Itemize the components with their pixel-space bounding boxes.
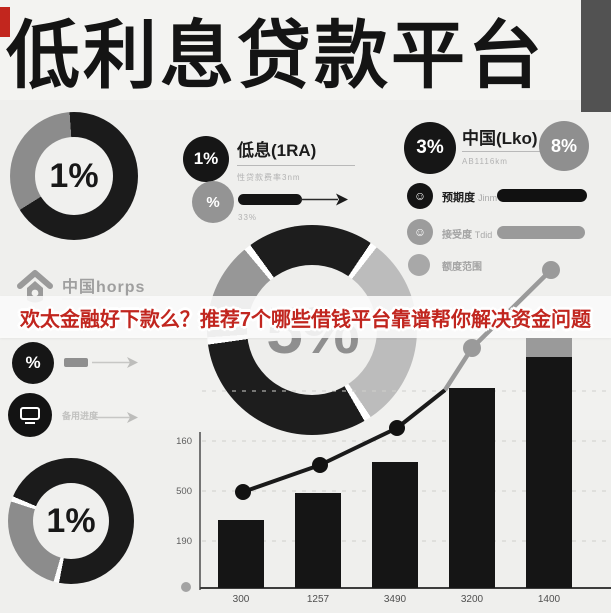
arrow-right-icon xyxy=(92,412,138,423)
short-bar xyxy=(64,358,88,367)
divider-line xyxy=(237,165,355,166)
svg-text:1257: 1257 xyxy=(307,594,330,605)
donut-value: 1% xyxy=(35,137,113,215)
red-corner-mark xyxy=(0,7,10,37)
metric-label-suffix: Jinm xyxy=(478,193,498,203)
monitor-icon xyxy=(8,393,52,437)
donut-chart-top-left: 1% xyxy=(10,112,138,240)
metric-bar-gray xyxy=(497,226,585,239)
divider-line xyxy=(462,151,558,152)
arrow-right-icon xyxy=(92,357,138,368)
metric-row-label: 接受度 Tdid xyxy=(442,226,492,241)
metric-label-suffix: Tdid xyxy=(474,230,493,240)
svg-text:300: 300 xyxy=(233,594,250,605)
svg-text:190: 190 xyxy=(176,536,192,547)
metric-bar-black xyxy=(497,189,587,202)
svg-text:160: 160 xyxy=(176,436,192,447)
rate-note: 33% xyxy=(238,213,258,222)
percent-badge-icon: % xyxy=(192,181,234,223)
dot-icon xyxy=(408,254,430,276)
china-subtitle: AB1116km xyxy=(462,157,508,166)
low-interest-title: 低息(1RA) xyxy=(237,141,317,160)
metric-label-text: 额度范围 xyxy=(442,262,482,273)
svg-text:3490: 3490 xyxy=(384,594,407,605)
dark-corner-block xyxy=(581,0,611,112)
svg-text:500: 500 xyxy=(176,486,192,497)
svg-text:1400: 1400 xyxy=(538,594,561,605)
china-badge: 3% xyxy=(404,122,456,174)
progress-pill xyxy=(238,194,302,205)
low-interest-subtitle: 性贷款费率3nm xyxy=(237,173,301,182)
donut-value: 1% xyxy=(33,483,109,559)
background-band-top xyxy=(0,0,611,100)
metric-label-text: 接受度 xyxy=(442,230,472,241)
home-section-title: 中国horps xyxy=(62,279,146,296)
headline-banner: 欢太金融好下款么？推荐7个哪些借钱平台靠谱帮你解决资金问题 xyxy=(19,308,592,331)
page-title: 低利息贷款平台 xyxy=(6,14,545,97)
low-interest-badge: 1% xyxy=(183,136,229,182)
percent-circle-icon: % xyxy=(12,342,54,384)
face-icon: ☺ xyxy=(407,219,433,245)
donut-chart-bottom-left: 1% xyxy=(8,458,134,584)
svg-text:3200: 3200 xyxy=(461,594,484,605)
arrow-right-icon xyxy=(300,193,348,206)
metric-row-label: 预期度 Jinm xyxy=(442,189,497,205)
device-row-label: 备用进度 xyxy=(62,411,99,421)
china-badge-gray: 8% xyxy=(539,121,589,171)
metric-row-label: 额度范围 xyxy=(442,258,482,273)
face-icon: ☺ xyxy=(407,183,433,209)
metric-label-text: 预期度 xyxy=(442,192,475,204)
china-title: 中国(Lko) xyxy=(462,129,538,148)
